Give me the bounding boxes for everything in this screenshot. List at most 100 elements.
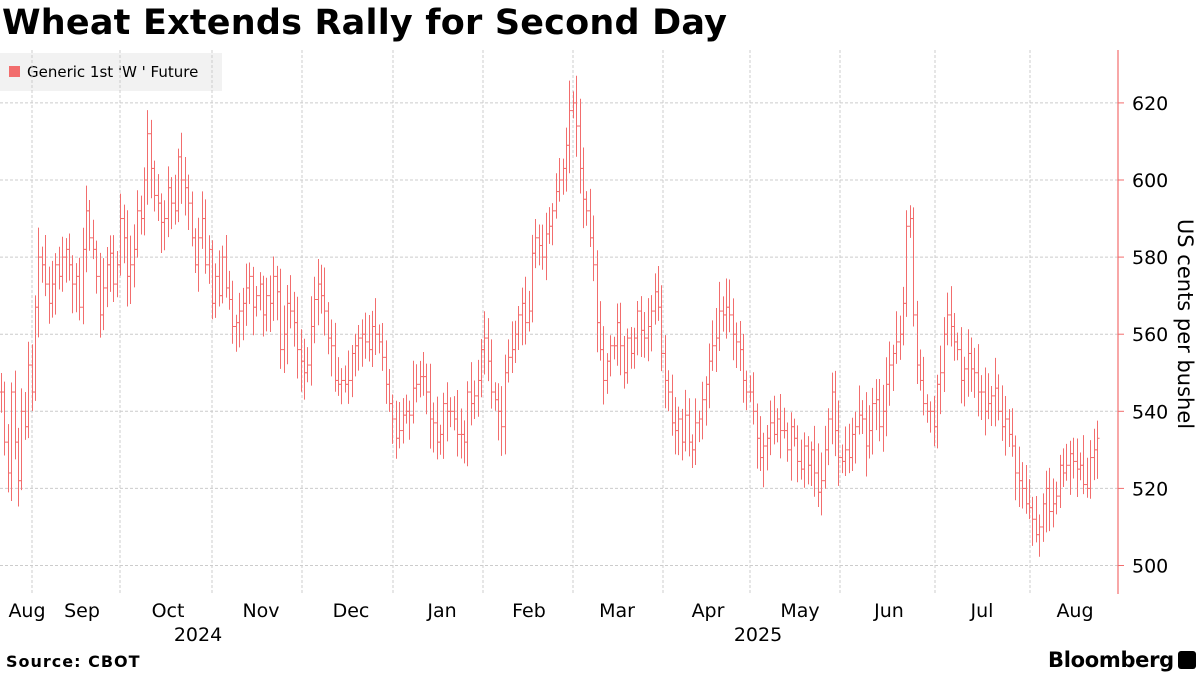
price-bar bbox=[778, 394, 783, 459]
price-bar bbox=[819, 452, 824, 516]
price-bar bbox=[901, 286, 906, 346]
price-bar bbox=[312, 276, 317, 344]
price-bar bbox=[962, 356, 967, 407]
price-bar bbox=[891, 344, 896, 391]
price-bar bbox=[288, 275, 293, 329]
price-bar bbox=[264, 277, 269, 332]
price-bar bbox=[578, 98, 583, 194]
price-bar bbox=[925, 394, 930, 423]
price-bar bbox=[6, 424, 11, 493]
price-bar bbox=[601, 326, 606, 405]
price-bar bbox=[625, 328, 630, 384]
price-bars bbox=[0, 75, 1100, 557]
price-bar bbox=[213, 263, 218, 318]
price-bar bbox=[210, 240, 215, 320]
price-bar bbox=[911, 207, 916, 327]
price-bar bbox=[407, 400, 412, 440]
price-bar bbox=[254, 286, 259, 317]
price-bar bbox=[145, 110, 150, 205]
price-bar bbox=[435, 396, 440, 460]
price-bar bbox=[452, 396, 457, 431]
price-bar bbox=[173, 174, 178, 225]
x-tick-label: Sep bbox=[64, 600, 100, 622]
price-bar bbox=[976, 344, 981, 417]
price-bar bbox=[241, 287, 246, 341]
price-bar bbox=[772, 395, 777, 445]
price-bar bbox=[938, 345, 943, 415]
price-bar bbox=[493, 382, 498, 411]
price-bar bbox=[898, 315, 903, 360]
price-bar bbox=[125, 210, 130, 307]
price-bar bbox=[516, 306, 521, 351]
x-tick-label: Jun bbox=[873, 600, 904, 622]
price-bar bbox=[595, 250, 600, 353]
price-bar bbox=[755, 403, 760, 469]
price-bar bbox=[809, 441, 814, 487]
price-bar bbox=[921, 356, 926, 416]
price-bar bbox=[653, 273, 658, 325]
price-bar bbox=[1078, 452, 1083, 481]
price-bar bbox=[115, 250, 120, 298]
price-bar bbox=[622, 335, 627, 389]
price-bar bbox=[326, 302, 331, 355]
price-bar bbox=[629, 326, 634, 369]
price-bar bbox=[748, 375, 753, 402]
price-bar bbox=[1058, 454, 1063, 508]
price-bar bbox=[949, 286, 954, 347]
price-bar bbox=[57, 246, 62, 290]
price-bar bbox=[459, 408, 464, 459]
price-bar bbox=[530, 234, 535, 323]
price-bar bbox=[336, 357, 341, 396]
price-bar bbox=[339, 368, 344, 405]
price-bar bbox=[707, 343, 712, 409]
price-bar bbox=[942, 317, 947, 393]
price-bar bbox=[411, 360, 416, 424]
x-tick-label: Mar bbox=[599, 600, 635, 622]
price-bar bbox=[789, 412, 794, 481]
price-bar bbox=[271, 256, 276, 321]
price-bar bbox=[591, 215, 596, 282]
price-bar bbox=[305, 347, 310, 383]
price-bar bbox=[302, 338, 307, 400]
x-tick-label: Aug bbox=[1056, 600, 1093, 622]
price-bar bbox=[646, 298, 651, 362]
y-axis: 500 520 540 560 580 600 620 bbox=[1117, 50, 1168, 594]
price-bar bbox=[421, 351, 426, 396]
price-bar bbox=[567, 80, 572, 174]
price-bar bbox=[486, 318, 491, 382]
price-bar bbox=[384, 340, 389, 404]
price-bar bbox=[550, 203, 555, 246]
price-bar bbox=[986, 373, 991, 420]
price-bar bbox=[928, 401, 933, 433]
price-bar bbox=[666, 370, 671, 412]
price-bar bbox=[1051, 478, 1056, 528]
price-bar bbox=[1027, 479, 1032, 520]
price-bar bbox=[574, 75, 579, 157]
price-bar bbox=[799, 439, 804, 480]
price-bar bbox=[193, 228, 198, 274]
x-tick-label: Dec bbox=[333, 600, 370, 622]
price-bar bbox=[989, 385, 994, 427]
price-bar bbox=[693, 398, 698, 465]
price-bar bbox=[605, 353, 610, 394]
price-bar bbox=[724, 278, 729, 339]
source-note: Source: CBOT bbox=[6, 652, 141, 671]
price-bar bbox=[309, 296, 314, 386]
price-bar bbox=[149, 119, 154, 199]
price-bar bbox=[230, 280, 235, 344]
price-bar bbox=[795, 425, 800, 483]
price-bar bbox=[244, 263, 249, 326]
price-bar bbox=[683, 389, 688, 452]
y-tick-label: 540 bbox=[1132, 401, 1168, 423]
price-bar bbox=[547, 207, 552, 244]
price-bar bbox=[237, 292, 242, 348]
price-bar bbox=[649, 295, 654, 352]
price-bar bbox=[952, 313, 957, 361]
x-tick-label: Jan bbox=[426, 600, 456, 622]
price-bar bbox=[806, 436, 811, 485]
price-bar bbox=[608, 335, 613, 377]
x-year-label: 2025 bbox=[734, 624, 782, 646]
x-axis: Aug Sep Oct Nov Dec Jan Feb Mar Apr May Jun Jul Aug 2… bbox=[8, 600, 1093, 646]
price-bar bbox=[792, 418, 797, 447]
x-tick-label: Oct bbox=[152, 600, 185, 622]
